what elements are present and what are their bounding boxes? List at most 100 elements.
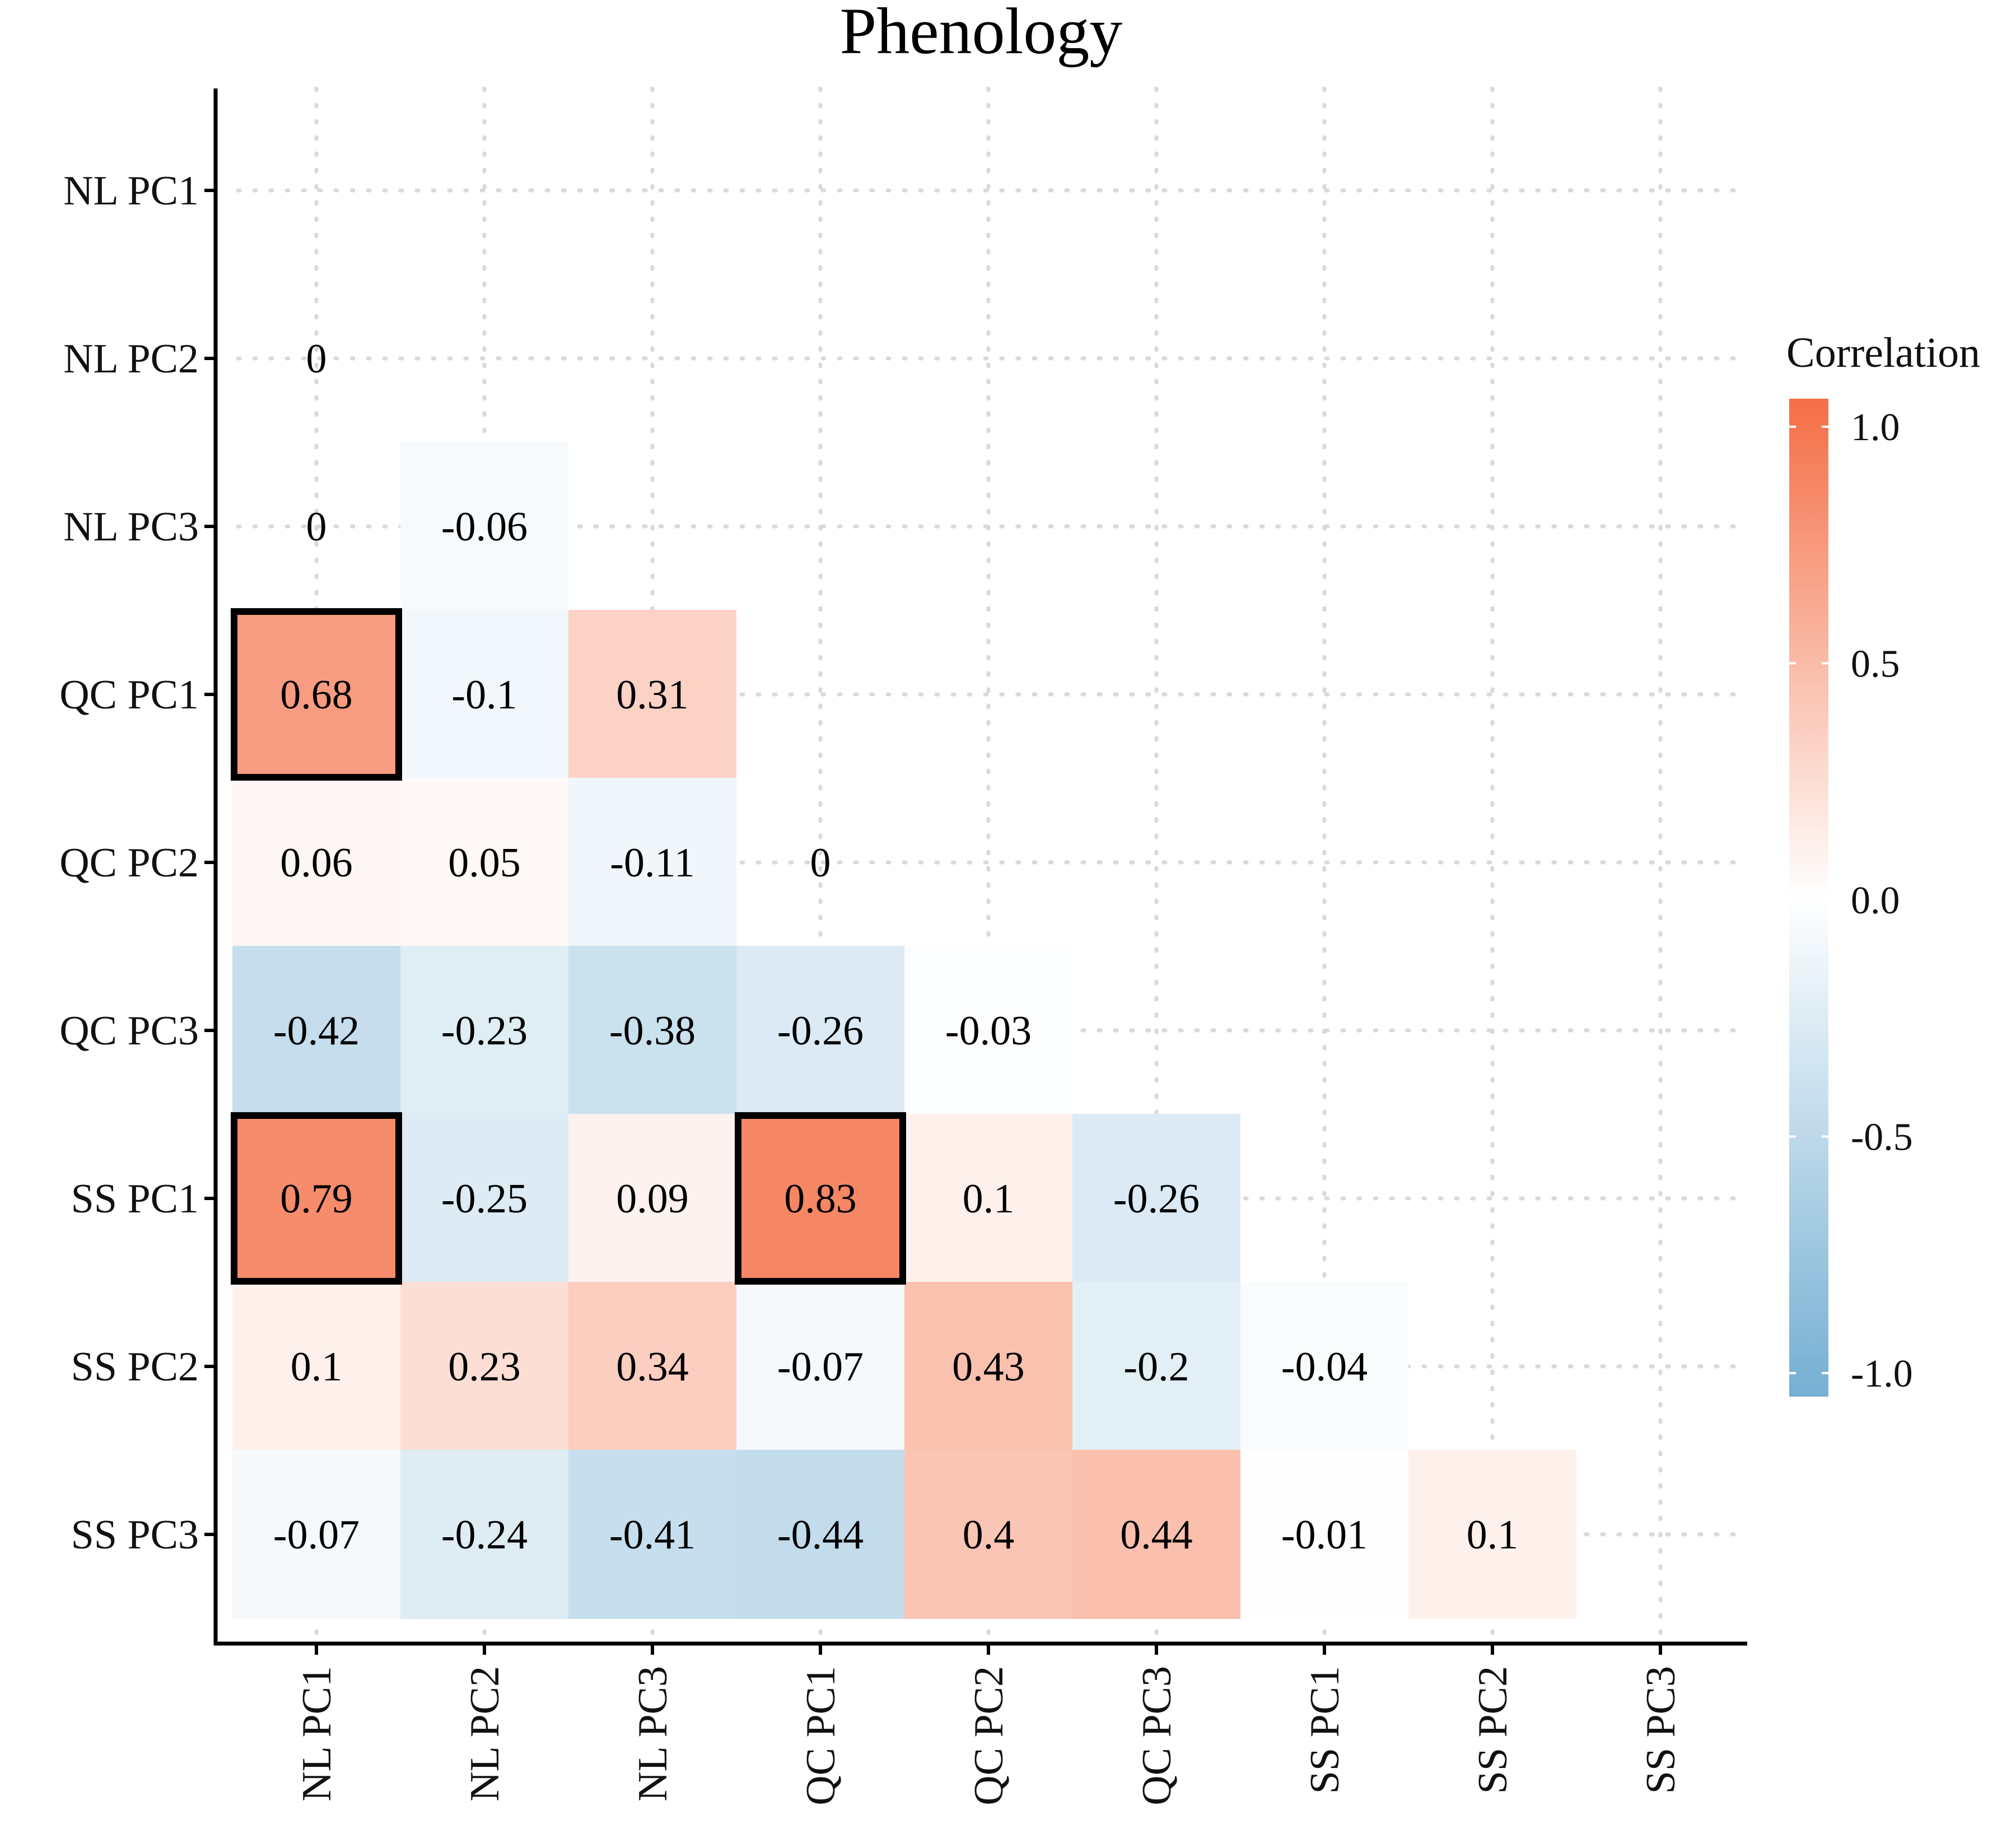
cell-qc-pc1-x-nl-pc2: [400, 610, 568, 779]
cell-ss-pc1-x-nl-pc1: [232, 1114, 400, 1283]
cell-label-ss-pc2-x-nl-pc2: 0.23: [448, 1344, 521, 1390]
y-tick-label-ss-pc3: SS PC3: [71, 1512, 199, 1558]
cell-label-qc-pc3-x-qc-pc2: -0.03: [945, 1008, 1032, 1054]
x-tick-label-nl-pc3: NL PC3: [630, 1666, 676, 1802]
highlight-border-ss-pc1-x-nl-pc1: [231, 1112, 402, 1285]
cell-label-nl-pc2-x-nl-pc1: 0: [306, 336, 327, 382]
color-legend: Correlation 1.0 0.5 0.0 -0.5 -1.0: [1786, 329, 1980, 1397]
highlight-border-ss-pc1-x-qc-pc1: [735, 1112, 906, 1285]
cell-label-ss-pc1-x-qc-pc2: 0.1: [963, 1176, 1015, 1222]
legend-tick-label-2: 0.0: [1851, 879, 1900, 922]
cell-ss-pc2-x-qc-pc3: [1072, 1282, 1240, 1451]
cell-label-ss-pc1-x-nl-pc3: 0.09: [616, 1176, 689, 1222]
chart-title: Phenology: [840, 0, 1123, 68]
legend-ticks: 1.0 0.5 0.0 -0.5 -1.0: [1789, 406, 1913, 1396]
x-tick-label-qc-pc1: QC PC1: [798, 1666, 844, 1805]
cell-label-nl-pc3-x-nl-pc1: 0: [306, 504, 327, 550]
cell-qc-pc2-x-nl-pc2: [400, 778, 568, 947]
cell-qc-pc3-x-nl-pc3: [568, 946, 736, 1115]
cell-label-qc-pc2-x-nl-pc1: 0.06: [280, 840, 353, 886]
cell-label-ss-pc2-x-ss-pc1: -0.04: [1281, 1344, 1368, 1390]
cell-label-ss-pc3-x-nl-pc3: -0.41: [609, 1512, 696, 1558]
cell-label-qc-pc2-x-qc-pc1: 0: [810, 840, 831, 886]
cell-label-qc-pc1-x-nl-pc2: -0.1: [451, 672, 517, 718]
cell-label-ss-pc3-x-ss-pc1: -0.01: [1281, 1512, 1368, 1558]
cell-ss-pc3-x-nl-pc1: [232, 1450, 400, 1619]
cell-ss-pc1-x-qc-pc2: [904, 1114, 1072, 1283]
x-tick-label-ss-pc1: SS PC1: [1302, 1666, 1348, 1794]
legend-tick-label-3: -0.5: [1851, 1116, 1913, 1159]
y-tick-label-ss-pc1: SS PC1: [71, 1176, 199, 1222]
cell-ss-pc1-x-qc-pc3: [1072, 1114, 1240, 1283]
cell-ss-pc2-x-nl-pc1: [232, 1282, 400, 1451]
cell-ss-pc2-x-nl-pc2: [400, 1282, 568, 1451]
x-tick-label-ss-pc2: SS PC2: [1470, 1666, 1516, 1794]
cell-label-nl-pc3-x-nl-pc2: -0.06: [441, 504, 528, 550]
y-tick-label-nl-pc3: NL PC3: [63, 504, 199, 550]
cell-ss-pc2-x-ss-pc1: [1240, 1282, 1408, 1451]
cell-label-qc-pc1-x-nl-pc1: 0.68: [280, 672, 353, 718]
cell-ss-pc3-x-qc-pc2: [904, 1450, 1072, 1619]
cell-ss-pc2-x-nl-pc3: [568, 1282, 736, 1451]
cell-label-ss-pc3-x-nl-pc2: -0.24: [441, 1512, 528, 1558]
cell-label-ss-pc3-x-qc-pc2: 0.4: [963, 1512, 1015, 1558]
cell-ss-pc1-x-nl-pc3: [568, 1114, 736, 1283]
y-tick-label-nl-pc2: NL PC2: [63, 336, 199, 382]
cell-label-ss-pc2-x-qc-pc3: -0.2: [1123, 1344, 1189, 1390]
x-axis-tick-labels: NL PC1 NL PC2 NL PC3 QC PC1 QC PC2 QC PC3 SS P…: [294, 1666, 1684, 1805]
cell-label-ss-pc1-x-nl-pc2: -0.25: [441, 1176, 528, 1222]
cell-label-qc-pc2-x-nl-pc3: -0.11: [610, 840, 694, 886]
cell-ss-pc3-x-qc-pc3: [1072, 1450, 1240, 1619]
y-tick-label-qc-pc1: QC PC1: [59, 672, 199, 718]
cell-label-ss-pc2-x-nl-pc3: 0.34: [616, 1344, 689, 1390]
cell-label-qc-pc2-x-nl-pc2: 0.05: [448, 840, 521, 886]
cell-ss-pc2-x-qc-pc2: [904, 1282, 1072, 1451]
cell-qc-pc3-x-qc-pc1: [736, 946, 904, 1115]
y-tick-label-qc-pc2: QC PC2: [59, 840, 199, 886]
cell-label-ss-pc1-x-qc-pc3: -0.26: [1113, 1176, 1200, 1222]
cell-label-qc-pc3-x-nl-pc1: -0.42: [273, 1008, 360, 1054]
cell-label-qc-pc3-x-nl-pc2: -0.23: [441, 1008, 528, 1054]
cell-qc-pc3-x-nl-pc1: [232, 946, 400, 1115]
legend-colorbar: [1789, 399, 1828, 1397]
highlight-border-qc-pc1-x-nl-pc1: [231, 608, 402, 781]
x-tick-label-ss-pc3: SS PC3: [1638, 1666, 1684, 1794]
y-axis-tick-labels: NL PC1 NL PC2 NL PC3 QC PC1 QC PC2 QC PC3 SS P…: [59, 168, 199, 1558]
legend-tick-label-1: 0.5: [1851, 643, 1900, 686]
highlight-borders: [231, 608, 906, 1285]
cell-ss-pc3-x-ss-pc1: [1240, 1450, 1408, 1619]
cell-label-ss-pc1-x-qc-pc1: 0.83: [784, 1176, 857, 1222]
cell-ss-pc1-x-nl-pc2: [400, 1114, 568, 1283]
x-tick-label-qc-pc3: QC PC3: [1134, 1666, 1180, 1805]
cell-value-labels: 0 0 -0.06 0.68 -0.1 0.31 0.06 0.05 -0.11 0 -0.42 -0…: [273, 336, 1518, 1558]
cell-label-ss-pc2-x-qc-pc1: -0.07: [777, 1344, 864, 1390]
x-tick-label-nl-pc1: NL PC1: [294, 1666, 340, 1802]
cell-qc-pc3-x-nl-pc2: [400, 946, 568, 1115]
legend-tick-label-4: -1.0: [1851, 1352, 1913, 1396]
cell-label-ss-pc2-x-qc-pc2: 0.43: [952, 1344, 1025, 1390]
y-tick-label-qc-pc3: QC PC3: [59, 1008, 199, 1054]
cell-qc-pc3-x-qc-pc2: [904, 946, 1072, 1115]
cell-ss-pc3-x-ss-pc2: [1408, 1450, 1576, 1619]
cell-label-ss-pc3-x-qc-pc3: 0.44: [1120, 1512, 1193, 1558]
cell-qc-pc1-x-nl-pc3: [568, 610, 736, 779]
cell-label-ss-pc2-x-nl-pc1: 0.1: [291, 1344, 343, 1390]
axes: [204, 88, 1747, 1655]
heatmap-cells: [232, 442, 1576, 1619]
y-tick-label-nl-pc1: NL PC1: [63, 168, 199, 214]
cell-ss-pc3-x-qc-pc1: [736, 1450, 904, 1619]
cell-label-qc-pc3-x-nl-pc3: -0.38: [609, 1008, 696, 1054]
x-tick-label-qc-pc2: QC PC2: [966, 1666, 1012, 1805]
legend-title: Correlation: [1786, 329, 1980, 376]
x-tick-label-nl-pc2: NL PC2: [462, 1666, 508, 1802]
legend-tick-label-0: 1.0: [1851, 406, 1900, 449]
cell-ss-pc3-x-nl-pc2: [400, 1450, 568, 1619]
cell-qc-pc1-x-nl-pc1: [232, 610, 400, 779]
cell-qc-pc2-x-nl-pc3: [568, 778, 736, 947]
cell-label-qc-pc3-x-qc-pc1: -0.26: [777, 1008, 864, 1054]
cell-label-ss-pc1-x-nl-pc1: 0.79: [280, 1176, 353, 1222]
cell-label-ss-pc3-x-ss-pc2: 0.1: [1467, 1512, 1519, 1558]
cell-label-qc-pc1-x-nl-pc3: 0.31: [616, 672, 689, 718]
cell-label-ss-pc3-x-nl-pc1: -0.07: [273, 1512, 360, 1558]
